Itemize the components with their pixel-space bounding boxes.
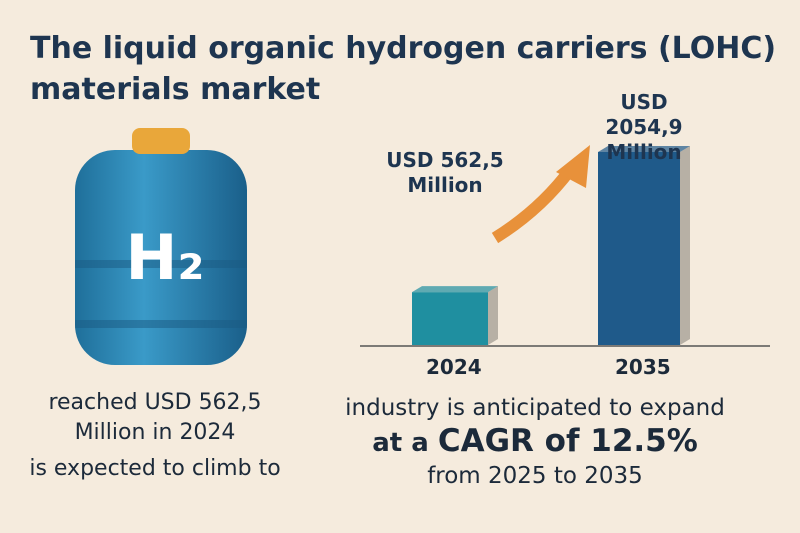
value-label: USD 2054,9 Million — [605, 90, 683, 164]
hydrogen-tank: H₂ — [75, 128, 247, 365]
caption-line: at a CAGR of 12.5% — [330, 421, 740, 463]
bar-top — [412, 286, 498, 293]
arrow-head — [556, 145, 590, 188]
caption-line: Million in 2024 — [74, 420, 236, 445]
caption-line: from 2025 to 2035 — [427, 463, 643, 489]
right-caption: industry is anticipated to expand at a C… — [330, 395, 740, 489]
x-tick-label: 2024 — [426, 355, 482, 379]
title-line: The liquid organic hydrogen carriers (LO… — [30, 31, 777, 66]
bar-side — [488, 286, 498, 345]
x-tick-label: 2035 — [615, 355, 671, 379]
bar — [412, 292, 488, 345]
title-line: materials market — [30, 72, 321, 107]
left-caption: reached USD 562,5 Million in 2024 is exp… — [20, 388, 290, 484]
growth-arrow — [491, 166, 575, 244]
title: The liquid organic hydrogen carriers (LO… — [30, 28, 776, 110]
bar-top — [598, 146, 690, 152]
caption-line: is expected to climb to — [29, 456, 281, 481]
caption-prefix: at a — [372, 428, 429, 458]
caption-line: reached USD 562,5 — [48, 390, 262, 415]
bar — [598, 152, 680, 345]
bar-side — [680, 146, 690, 345]
value-label: USD 562,5 Million — [386, 148, 504, 197]
cagr: CAGR of 12.5% — [437, 423, 698, 459]
tank-label: H₂ — [125, 221, 204, 294]
caption-line: industry is anticipated to expand — [345, 395, 725, 421]
